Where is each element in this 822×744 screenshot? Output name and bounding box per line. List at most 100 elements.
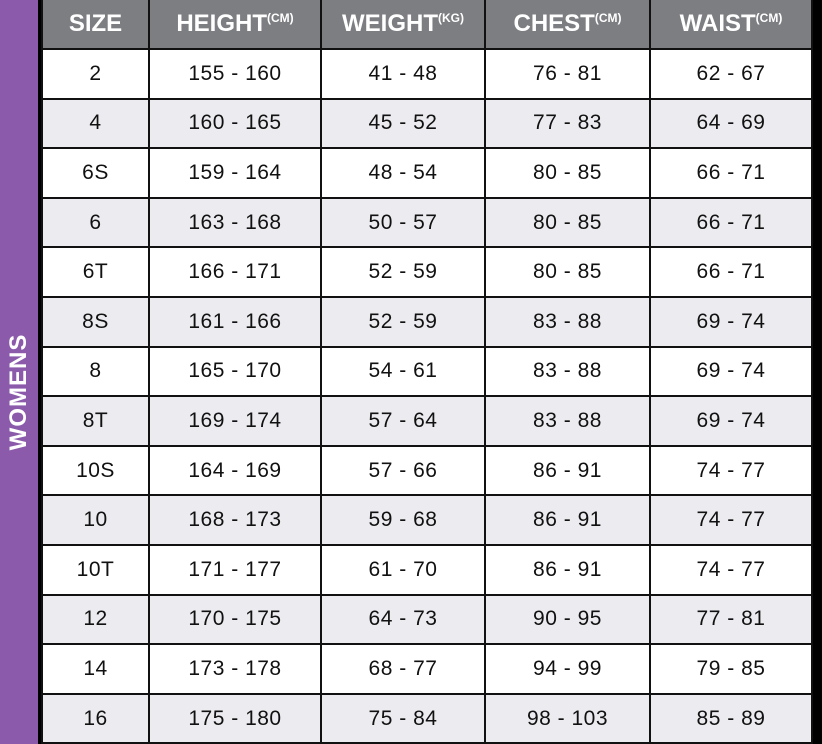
table-row: 14 173 - 178 68 - 77 94 - 99 79 - 85 — [41, 643, 813, 695]
column-header-size: SIZE — [41, 0, 150, 50]
cell-height: 171 - 177 — [148, 543, 322, 596]
cell-waist: 64 - 69 — [649, 97, 813, 150]
cell-height: 160 - 165 — [148, 97, 322, 150]
header-label: WEIGHT — [342, 10, 438, 37]
womens-side-label: WOMENS — [0, 0, 38, 744]
header-unit: (CM) — [594, 11, 622, 25]
cell-height: 168 - 173 — [148, 494, 322, 546]
table-row: 6S 159 - 164 48 - 54 80 - 85 66 - 71 — [41, 147, 813, 199]
cell-chest: 80 - 85 — [484, 246, 651, 298]
cell-chest: 98 - 103 — [484, 692, 651, 744]
cell-weight: 52 - 59 — [320, 246, 486, 298]
cell-height: 161 - 166 — [148, 295, 322, 348]
cell-height: 164 - 169 — [148, 444, 322, 497]
table-row: 16 175 - 180 75 - 84 98 - 103 85 - 89 — [41, 692, 813, 744]
cell-size: 10 — [41, 494, 150, 546]
column-header-chest: CHEST(CM) — [484, 0, 651, 50]
cell-chest: 83 - 88 — [484, 345, 651, 398]
cell-size: 10S — [41, 444, 150, 497]
cell-waist: 77 - 81 — [649, 593, 813, 646]
column-header-waist: WAIST(CM) — [649, 0, 813, 50]
cell-height: 170 - 175 — [148, 593, 322, 646]
header-unit: (CM) — [267, 11, 294, 25]
cell-size: 6 — [41, 196, 150, 249]
header-row: SIZE HEIGHT(CM) WEIGHT(KG) CHEST(CM) WAIST(C… — [41, 0, 813, 50]
cell-weight: 45 - 52 — [320, 97, 486, 150]
cell-size: 14 — [41, 643, 150, 695]
table-row: 6 163 - 168 50 - 57 80 - 85 66 - 71 — [41, 196, 813, 249]
cell-size: 6S — [41, 147, 150, 199]
cell-size: 2 — [41, 48, 150, 100]
cell-chest: 86 - 91 — [484, 543, 651, 596]
cell-chest: 83 - 88 — [484, 395, 651, 447]
cell-chest: 77 - 83 — [484, 97, 651, 150]
cell-chest: 76 - 81 — [484, 48, 651, 100]
cell-waist: 79 - 85 — [649, 643, 813, 695]
cell-weight: 48 - 54 — [320, 147, 486, 199]
table-row: 10 168 - 173 59 - 68 86 - 91 74 - 77 — [41, 494, 813, 546]
cell-waist: 74 - 77 — [649, 543, 813, 596]
column-header-height: HEIGHT(CM) — [148, 0, 322, 50]
cell-weight: 57 - 64 — [320, 395, 486, 447]
cell-waist: 74 - 77 — [649, 444, 813, 497]
header-unit: (KG) — [438, 11, 464, 25]
cell-weight: 75 - 84 — [320, 692, 486, 744]
table-row: 8 165 - 170 54 - 61 83 - 88 69 - 74 — [41, 345, 813, 398]
cell-weight: 68 - 77 — [320, 643, 486, 695]
cell-chest: 83 - 88 — [484, 295, 651, 348]
cell-chest: 90 - 95 — [484, 593, 651, 646]
cell-weight: 52 - 59 — [320, 295, 486, 348]
cell-waist: 69 - 74 — [649, 295, 813, 348]
cell-size: 10T — [41, 543, 150, 596]
side-label-text: WOMENS — [5, 333, 32, 451]
cell-weight: 61 - 70 — [320, 543, 486, 596]
cell-size: 12 — [41, 593, 150, 646]
cell-size: 8T — [41, 395, 150, 447]
cell-weight: 57 - 66 — [320, 444, 486, 497]
cell-chest: 86 - 91 — [484, 444, 651, 497]
cell-height: 165 - 170 — [148, 345, 322, 398]
header-label: WAIST — [679, 10, 756, 37]
table-row: 6T 166 - 171 52 - 59 80 - 85 66 - 71 — [41, 246, 813, 298]
cell-height: 155 - 160 — [148, 48, 322, 100]
cell-size: 8S — [41, 295, 150, 348]
header-unit: (CM) — [755, 11, 783, 25]
table-row: 4 160 - 165 45 - 52 77 - 83 64 - 69 — [41, 97, 813, 150]
cell-size: 6T — [41, 246, 150, 298]
cell-waist: 66 - 71 — [649, 196, 813, 249]
cell-weight: 50 - 57 — [320, 196, 486, 249]
cell-size: 16 — [41, 692, 150, 744]
cell-waist: 69 - 74 — [649, 395, 813, 447]
cell-chest: 80 - 85 — [484, 147, 651, 199]
cell-chest: 94 - 99 — [484, 643, 651, 695]
header-label: SIZE — [68, 10, 123, 37]
table-row: 10T 171 - 177 61 - 70 86 - 91 74 - 77 — [41, 543, 813, 596]
table-row: 10S 164 - 169 57 - 66 86 - 91 74 - 77 — [41, 444, 813, 497]
cell-height: 173 - 178 — [148, 643, 322, 695]
table-row: 12 170 - 175 64 - 73 90 - 95 77 - 81 — [41, 593, 813, 646]
table-row: 8S 161 - 166 52 - 59 83 - 88 69 - 74 — [41, 295, 813, 348]
cell-waist: 85 - 89 — [649, 692, 813, 744]
cell-waist: 74 - 77 — [649, 494, 813, 546]
cell-waist: 66 - 71 — [649, 147, 813, 199]
cell-height: 175 - 180 — [148, 692, 322, 744]
cell-weight: 54 - 61 — [320, 345, 486, 398]
cell-size: 8 — [41, 345, 150, 398]
cell-size: 4 — [41, 97, 150, 150]
table-row: 2 155 - 160 41 - 48 76 - 81 62 - 67 — [41, 48, 813, 100]
table-row: 8T 169 - 174 57 - 64 83 - 88 69 - 74 — [41, 395, 813, 447]
cell-height: 159 - 164 — [148, 147, 322, 199]
cell-height: 166 - 171 — [148, 246, 322, 298]
cell-waist: 66 - 71 — [649, 246, 813, 298]
cell-height: 169 - 174 — [148, 395, 322, 447]
cell-waist: 62 - 67 — [649, 48, 813, 100]
header-label: HEIGHT — [176, 10, 267, 37]
header-label: CHEST — [513, 10, 595, 37]
cell-weight: 59 - 68 — [320, 494, 486, 546]
cell-chest: 80 - 85 — [484, 196, 651, 249]
cell-height: 163 - 168 — [148, 196, 322, 249]
cell-waist: 69 - 74 — [649, 345, 813, 398]
size-chart-table: SIZE HEIGHT(CM) WEIGHT(KG) CHEST(CM) WAIST(C… — [41, 0, 813, 744]
cell-chest: 86 - 91 — [484, 494, 651, 546]
cell-weight: 64 - 73 — [320, 593, 486, 646]
